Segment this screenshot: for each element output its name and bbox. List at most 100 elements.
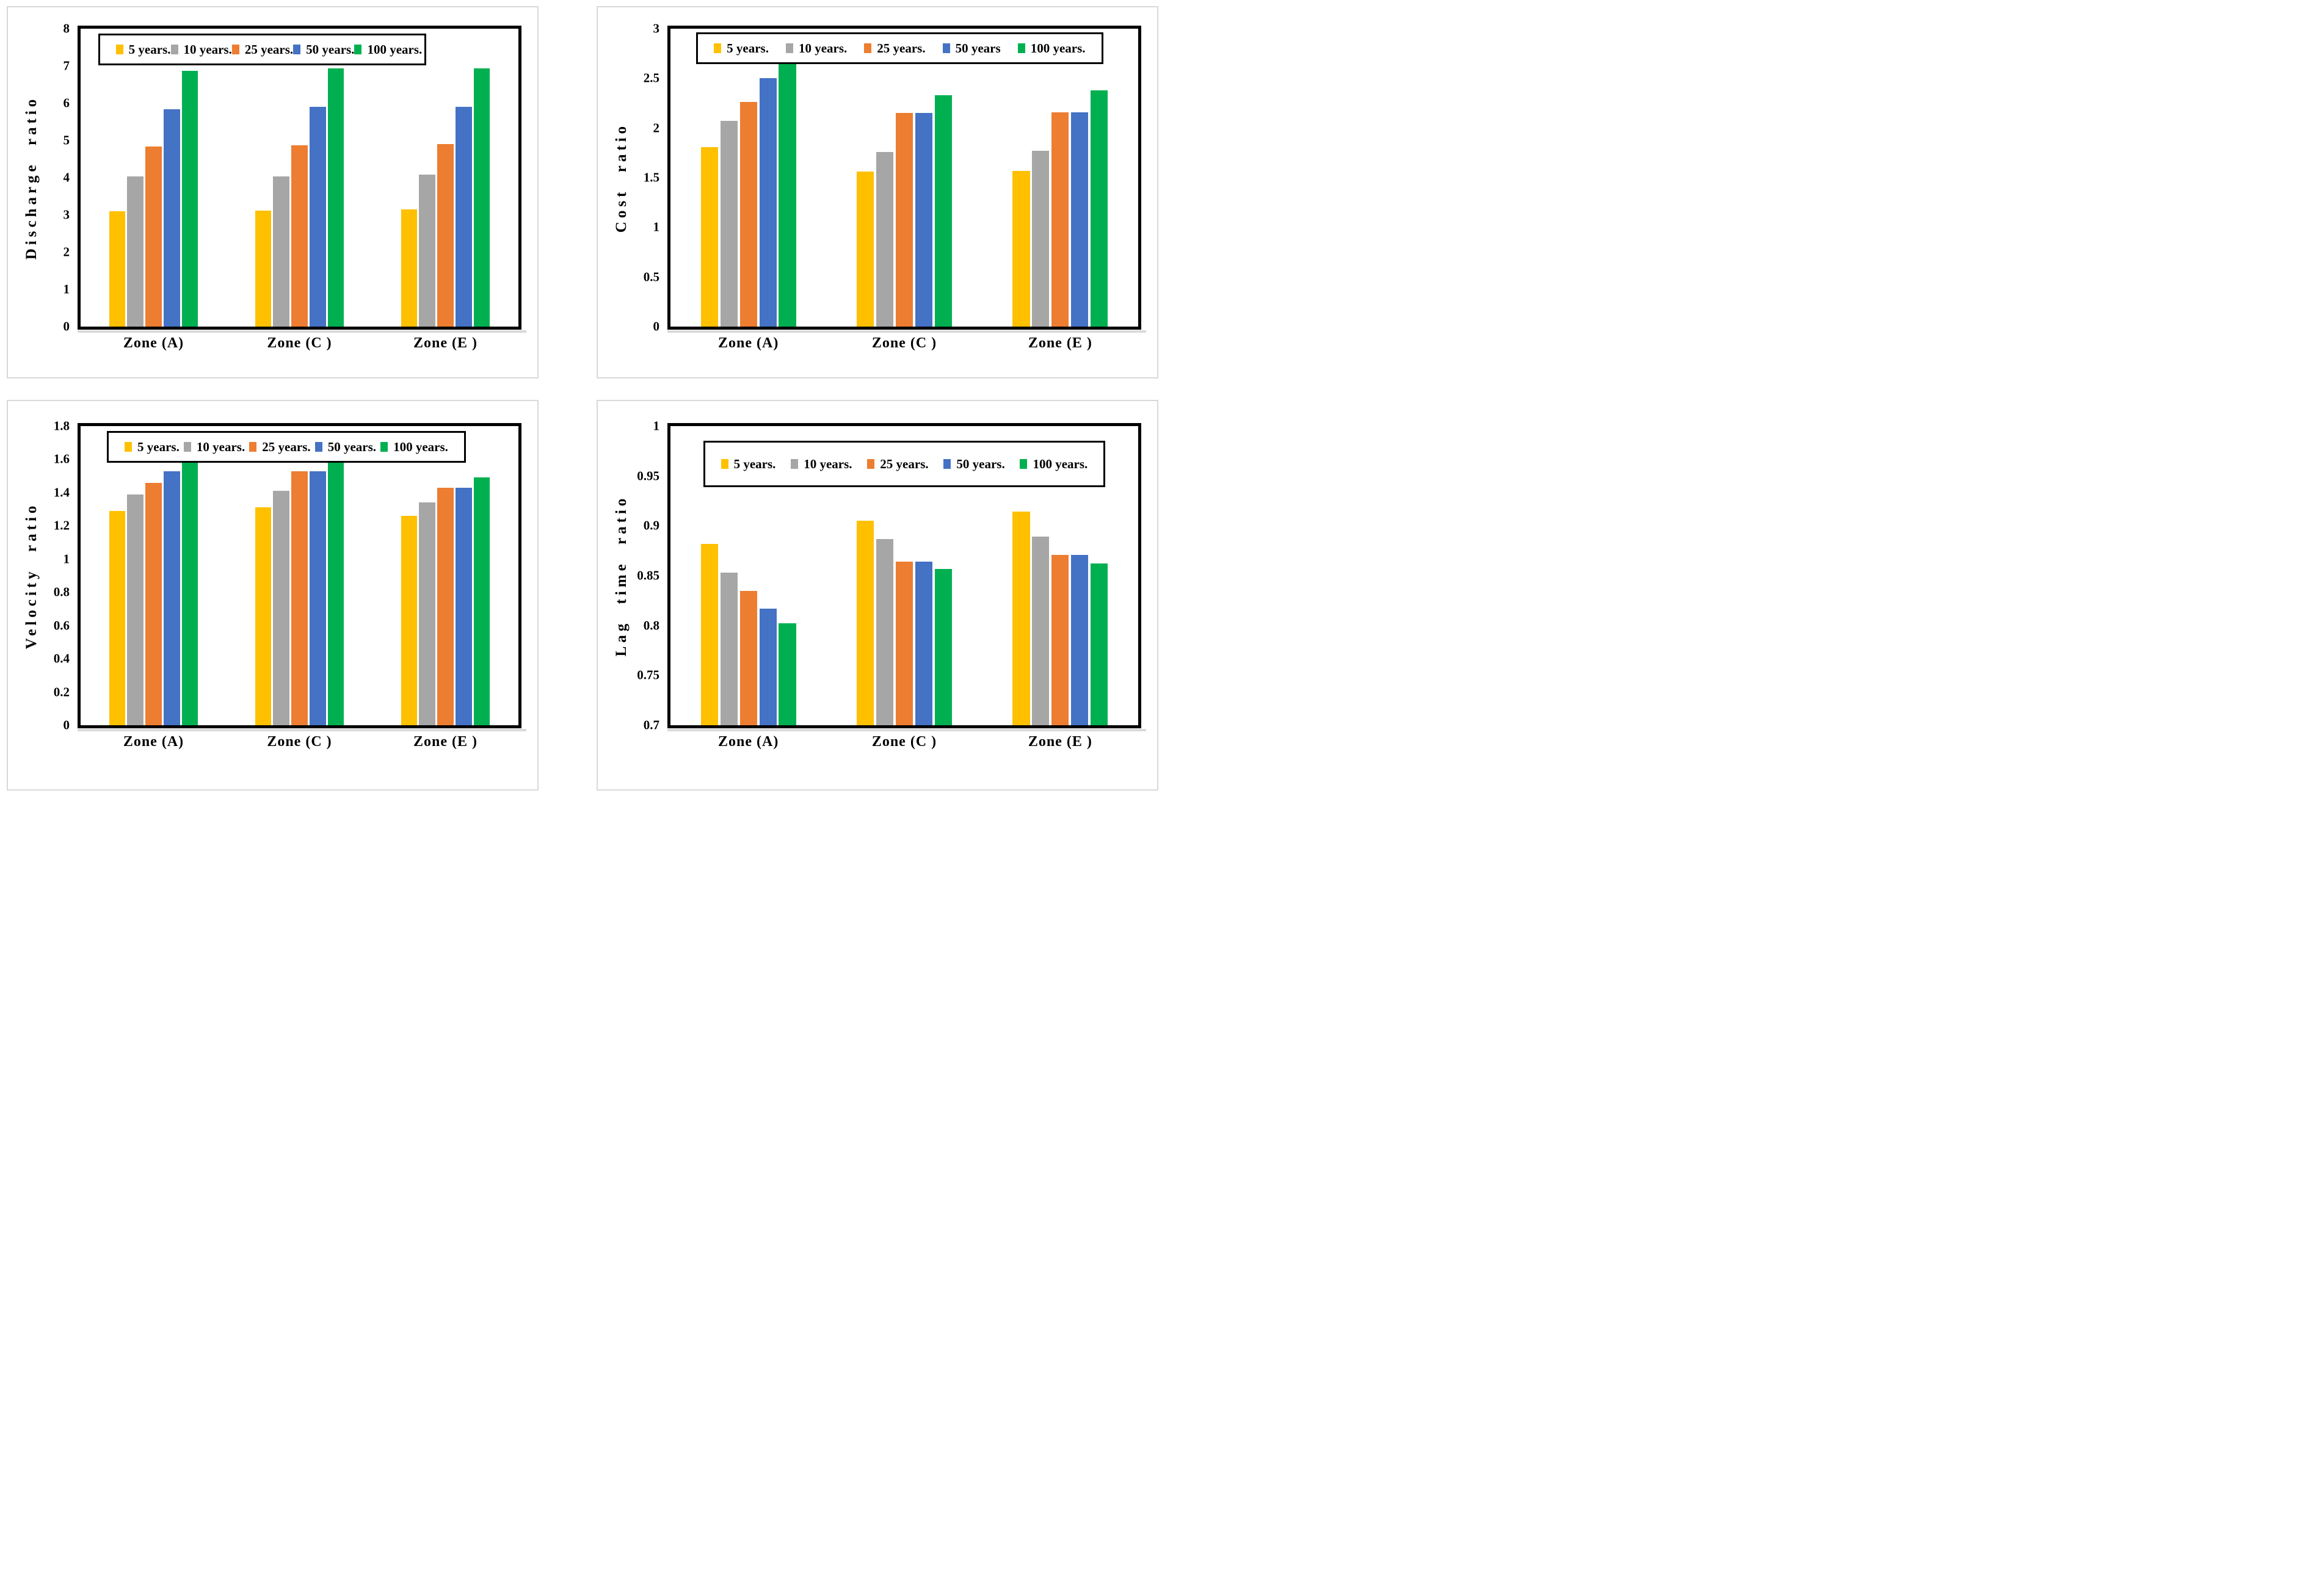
x-axis: Zone (A) Zone (C ) Zone (E ) xyxy=(81,734,518,762)
legend-item-100-years: 100 years. xyxy=(1020,456,1088,471)
bar-zone-a-5-years xyxy=(700,543,718,725)
bar-zone-a-10-years xyxy=(720,121,738,327)
legend-color-swatch xyxy=(785,43,793,53)
y-tick-label: 2.5 xyxy=(643,70,659,85)
legend-label: 50 years. xyxy=(306,42,355,57)
x-category-label: Zone (A) xyxy=(718,734,779,750)
plot-area: Cost ratio 0 0.5 1 1.5 2 2.5 3 5 years. 10 year… xyxy=(613,22,1146,351)
figure-page: { "page": { "background": "#FFFFFF", "pa… xyxy=(0,0,1162,793)
legend-color-swatch xyxy=(354,45,362,54)
y-tick-label: 8 xyxy=(63,21,70,36)
bar-zone-c-25-years xyxy=(895,113,913,327)
x-category-label: Zone (E ) xyxy=(1028,335,1092,351)
y-tick-label: 1 xyxy=(653,219,660,234)
legend-item-5-years: 5 years. xyxy=(714,42,769,55)
legend-item-100-years: 100 years. xyxy=(1017,42,1086,55)
legend-label: 50 years xyxy=(955,40,1001,56)
y-tick-label: 0.95 xyxy=(637,468,659,483)
y-tick-label: 0 xyxy=(653,319,660,334)
legend-item-25-years: 25 years. xyxy=(864,40,926,56)
bar-zone-e-10-years xyxy=(1032,151,1050,327)
legend-label: 10 years. xyxy=(196,439,245,454)
bar-zone-e-100-years xyxy=(1091,563,1108,725)
legend-item-25-years: 25 years. xyxy=(867,456,929,471)
y-axis: 0 1 2 3 4 5 6 7 8 xyxy=(22,22,70,333)
y-tick-label: 1.2 xyxy=(53,518,70,533)
y-tick-label: 3 xyxy=(63,207,70,222)
y-tick-label: 0.8 xyxy=(53,584,70,599)
chart-velocity-ratio: Velocity ratio 0 0.2 0.4 0.6 0.8 1 1.2 1.4 1.6 1.… xyxy=(8,401,537,789)
x-category-label: Zone (C ) xyxy=(267,335,332,351)
x-category-label: Zone (A) xyxy=(123,335,184,351)
y-tick-label: 0.85 xyxy=(637,568,659,583)
legend-color-swatch xyxy=(314,442,322,452)
legend-item-5-years: 5 years. xyxy=(115,42,171,57)
x-category-label: Zone (C ) xyxy=(871,734,937,750)
legend-label: 100 years. xyxy=(1033,456,1088,471)
bar-zone-a-10-years xyxy=(127,494,143,725)
y-tick-label: 0.5 xyxy=(643,269,659,284)
bar-zone-e-10-years xyxy=(419,174,435,327)
legend-color-swatch xyxy=(714,43,722,53)
legend-item-10-years: 10 years. xyxy=(785,42,847,55)
bar-zone-e-50-years xyxy=(1071,554,1089,725)
legend-label: 5 years. xyxy=(727,40,769,56)
y-tick-label: 0.7 xyxy=(643,717,659,733)
bar-zone-c-5-years xyxy=(857,521,874,725)
legend-color-swatch xyxy=(125,442,133,452)
bar-zone-c-10-years xyxy=(273,176,289,327)
legend-color-swatch xyxy=(721,459,728,469)
x-category-label: Zone (E ) xyxy=(413,734,478,750)
legend-label: 25 years. xyxy=(877,40,926,56)
x-category-label: Zone (A) xyxy=(123,734,184,750)
bar-zone-a-5-years xyxy=(700,147,718,327)
bar-zone-e-25-years xyxy=(437,144,454,327)
legend-color-swatch xyxy=(791,459,799,469)
bar-zone-a-25-years xyxy=(145,482,162,725)
legend-color-swatch xyxy=(249,442,257,452)
bar-zone-c-10-years xyxy=(876,538,894,725)
bar-zone-c-100-years xyxy=(328,461,344,725)
bar-zone-c-25-years xyxy=(291,471,308,725)
bar-zone-c-25-years xyxy=(895,562,913,725)
legend-item-25-years: 25 years. xyxy=(231,42,294,57)
legend-label: 5 years. xyxy=(128,42,171,57)
legend-label: 5 years. xyxy=(733,456,776,471)
bar-zone-e-25-years xyxy=(1051,112,1069,327)
legend-item-25-years: 25 years. xyxy=(249,440,311,454)
y-tick-label: 0 xyxy=(63,319,70,334)
legend-item-100-years: 100 years. xyxy=(380,440,448,454)
y-axis: 0 0.5 1 1.5 2 2.5 3 xyxy=(612,22,660,333)
y-axis: 0 0.2 0.4 0.6 0.8 1 1.2 1.4 1.6 1.8 xyxy=(22,419,70,731)
y-axis: 0.7 0.75 0.8 0.85 0.9 0.95 1 xyxy=(612,419,659,731)
bar-zone-c-50-years xyxy=(310,471,326,725)
legend-color-swatch xyxy=(115,45,123,54)
y-tick-label: 1.8 xyxy=(53,418,70,433)
legend-label: 50 years. xyxy=(327,439,377,454)
legend-label: 25 years. xyxy=(880,456,929,471)
y-tick-label: 0.4 xyxy=(53,651,70,666)
bar-zone-a-25-years xyxy=(145,147,162,327)
y-tick-label: 0.6 xyxy=(53,618,70,633)
y-tick-label: 5 xyxy=(63,132,70,148)
bar-zone-e-5-years xyxy=(401,516,417,725)
y-tick-label: 7 xyxy=(63,58,70,73)
bar-zone-e-5-years xyxy=(1012,170,1030,327)
y-tick-label: 2 xyxy=(63,244,70,259)
bar-zone-e-50-years xyxy=(456,487,472,725)
legend-label: 10 years. xyxy=(804,456,852,471)
bar-zone-a-5-years xyxy=(109,510,125,725)
legend-color-swatch xyxy=(942,43,950,53)
bar-zone-e-50-years xyxy=(456,106,472,327)
y-tick-label: 1 xyxy=(63,281,70,297)
y-tick-label: 1.4 xyxy=(53,485,70,500)
x-category-label: Zone (E ) xyxy=(1028,734,1092,750)
legend-label: 100 years. xyxy=(367,42,423,57)
legend-color-swatch xyxy=(867,459,875,469)
legend-color-swatch xyxy=(170,45,178,54)
legend-label: 25 years. xyxy=(244,42,294,57)
bar-zone-a-100-years xyxy=(779,623,796,725)
